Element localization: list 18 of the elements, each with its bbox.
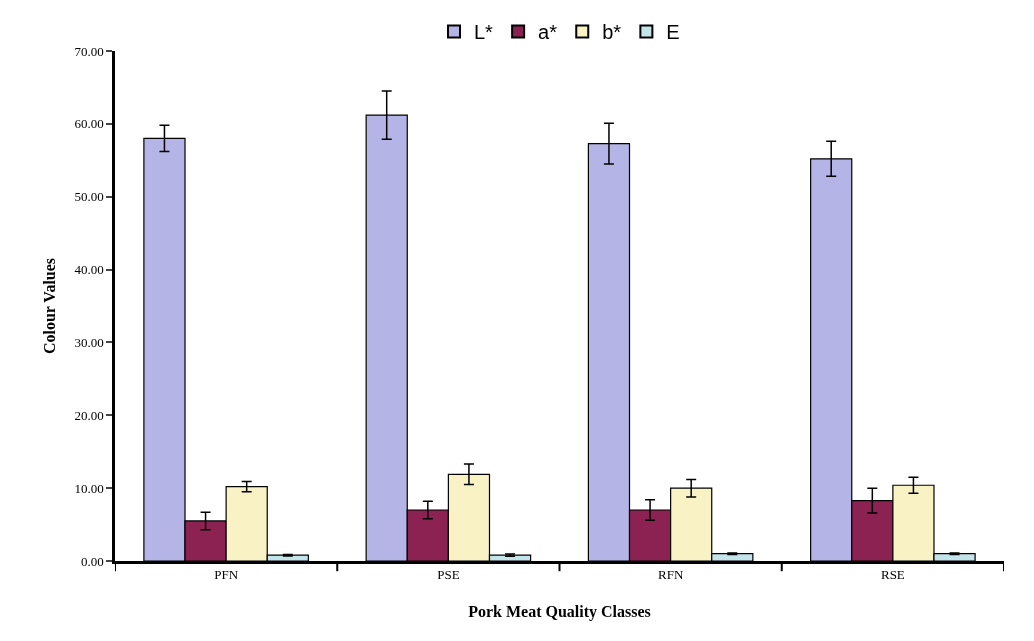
y-tick-label: 30.00	[74, 334, 104, 350]
y-tick-label: 20.00	[74, 407, 104, 423]
y-tick-label: 0.00	[80, 553, 104, 569]
y-tick-label: 40.00	[74, 262, 104, 278]
x-tick-label: PSE	[437, 567, 460, 583]
x-tick-label: RFN	[657, 567, 684, 583]
x-tick-label: PFN	[214, 567, 239, 583]
x-tick-label: RSE	[880, 567, 905, 583]
y-tick-label: 10.00	[74, 480, 104, 496]
legend-label: E	[666, 21, 680, 44]
y-tick-label: 60.00	[74, 116, 104, 132]
legend-label: L*	[474, 21, 494, 44]
y-tick-label: 70.00	[74, 43, 104, 59]
legend-label: b*	[602, 21, 622, 44]
y-axis-title: Colour Values	[41, 257, 59, 355]
legend-label: a*	[538, 21, 558, 44]
x-axis-title: Pork Meat Quality Classes	[468, 603, 651, 622]
y-tick-label: 50.00	[74, 189, 104, 205]
